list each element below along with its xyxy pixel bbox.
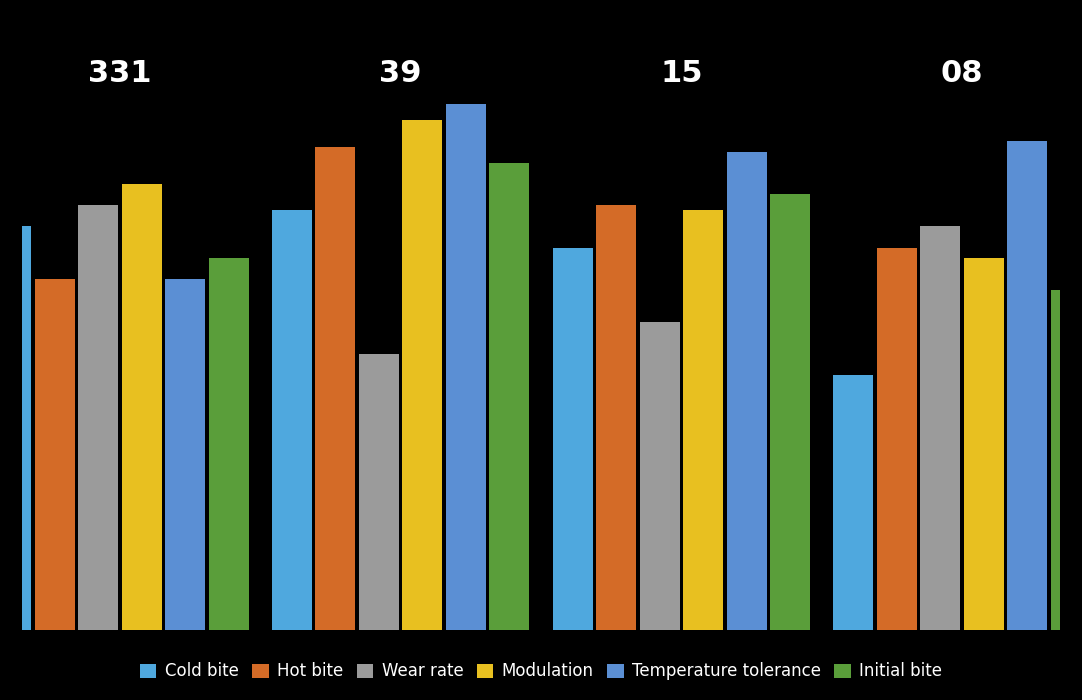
Bar [78,205,118,630]
Bar [209,258,249,630]
Text: 08: 08 [941,59,984,88]
Bar [166,279,206,630]
Bar [403,120,443,630]
Bar [359,354,399,630]
Bar [1051,290,1082,630]
Bar [770,195,810,630]
Bar [639,322,679,630]
Legend: Cold bite, Hot bite, Wear rate, Modulation, Temperature tolerance, Initial bite: Cold bite, Hot bite, Wear rate, Modulati… [133,656,949,687]
Bar [683,210,723,630]
Bar [446,104,486,630]
Bar [921,226,961,630]
Bar [0,226,31,630]
Text: 39: 39 [380,59,422,88]
Bar [876,248,916,630]
Bar [553,248,593,630]
Bar [964,258,1004,630]
Bar [315,146,355,630]
Text: 15: 15 [660,59,702,88]
Bar [121,183,161,630]
Bar [596,205,636,630]
Bar [833,375,873,630]
Bar [1007,141,1047,630]
Bar [35,279,75,630]
Bar [272,210,312,630]
Text: 331: 331 [88,59,151,88]
Bar [489,162,529,630]
Bar [727,152,767,630]
